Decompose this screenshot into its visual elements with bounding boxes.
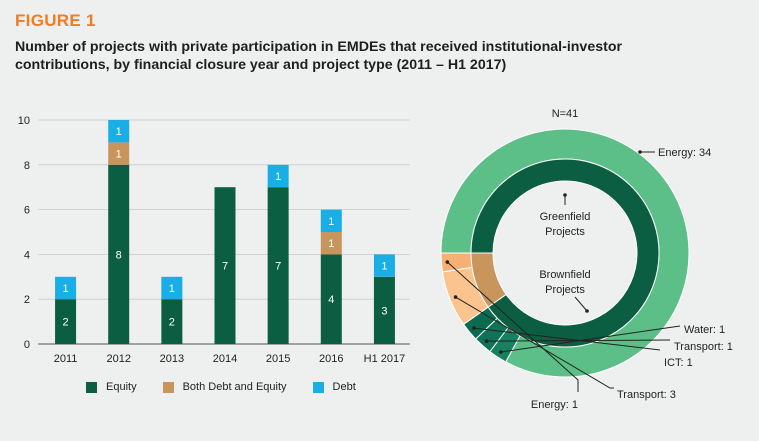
- greenfield-label-line-1: Greenfield: [540, 211, 591, 223]
- bar-both-2016: [320, 232, 342, 255]
- callout-label-energy-34: Energy: 34: [658, 147, 711, 159]
- x-tick-label: H1 2017: [364, 353, 406, 365]
- legend-label-equity: Equity: [106, 381, 137, 393]
- bar-value-label: 8: [116, 249, 122, 261]
- bar-equity-H1-2017: [373, 276, 395, 344]
- y-tick-label: 2: [24, 294, 30, 306]
- callout-dot-transport-3: [453, 295, 458, 299]
- callout-label-transport-3: Transport: 3: [617, 389, 676, 401]
- bar-chart-legend: Equity Both Debt and Equity Debt: [86, 381, 382, 393]
- legend-item-both: Both Debt and Equity: [162, 381, 287, 393]
- y-tick-label: 4: [24, 249, 30, 261]
- bar-equity-2016: [320, 254, 342, 344]
- bar-value-label: 1: [275, 171, 281, 183]
- figure-label: FIGURE 1: [15, 11, 96, 30]
- greenfield-label-line-2: Projects: [545, 226, 585, 238]
- legend-swatch-both: [162, 381, 174, 393]
- bar-value-label: 1: [381, 261, 387, 273]
- callout-dot-transport-1: [484, 339, 489, 343]
- callout-line-energy-1: [447, 261, 579, 392]
- legend-item-debt: Debt: [312, 381, 356, 393]
- bar-value-label: 1: [328, 216, 334, 228]
- x-tick-label: 2015: [266, 353, 290, 365]
- callout-label-energy-1: Energy: 1: [531, 399, 578, 411]
- x-tick-label: 2012: [106, 353, 130, 365]
- bar-debt-2012: [108, 120, 130, 143]
- bar-value-label: 3: [381, 305, 387, 317]
- legend-label-both: Both Debt and Equity: [182, 381, 287, 393]
- bar-value-label: 4: [328, 294, 334, 306]
- bar-value-label: 2: [63, 317, 69, 329]
- bar-equity-2011: [55, 299, 77, 344]
- x-tick-label: 2011: [54, 353, 78, 365]
- bar-debt-2013: [161, 276, 183, 300]
- callout-label-ict-1: ICT: 1: [664, 357, 693, 369]
- donut-inner-slice-greenfield: [470, 158, 660, 348]
- bar-equity-2013: [161, 299, 183, 344]
- donut-total-label: N=41: [552, 108, 579, 120]
- legend-swatch-debt: [312, 381, 324, 393]
- brownfield-pointer-line: [574, 296, 588, 312]
- legend-label-debt: Debt: [332, 381, 356, 393]
- figure-title: Number of projects with private particip…: [15, 38, 735, 74]
- bar-value-label: 1: [169, 283, 175, 295]
- brownfield-label-line-1: Brownfield: [539, 269, 590, 281]
- y-tick-label: 8: [24, 160, 30, 172]
- bar-value-label: 1: [328, 238, 334, 250]
- callout-dot-ict-1: [472, 326, 476, 330]
- callout-line-ict-1: [473, 327, 661, 351]
- bar-debt-H1-2017: [373, 254, 395, 277]
- callout-dot-energy-1: [445, 260, 450, 264]
- bar-debt-2015: [267, 164, 289, 188]
- callout-label-water-1: Water: 1: [684, 324, 725, 336]
- greenfield-pointer-dot: [563, 193, 567, 197]
- bar-value-label: 1: [116, 149, 122, 161]
- figure-title-line-1: Number of projects with private particip…: [15, 39, 623, 55]
- bar-value-label: 2: [169, 317, 175, 329]
- bar-equity-2015: [267, 187, 289, 344]
- y-tick-label: 10: [18, 115, 30, 127]
- figure-title-line-2: contributions, by financial closure year…: [15, 57, 507, 73]
- callout-dot-water-1: [499, 350, 503, 354]
- bar-debt-2016: [320, 209, 342, 232]
- callout-dot-energy-34: [638, 150, 642, 154]
- x-tick-label: 2014: [213, 353, 237, 365]
- legend-item-equity: Equity: [86, 381, 137, 393]
- bar-value-label: 7: [275, 261, 281, 273]
- bar-value-label: 1: [63, 283, 69, 295]
- y-tick-label: 0: [24, 339, 30, 351]
- bar-value-label: 7: [222, 261, 228, 273]
- callout-line-water-1: [500, 325, 681, 353]
- x-tick-label: 2013: [160, 353, 184, 365]
- x-tick-label: 2016: [319, 353, 343, 365]
- brownfield-pointer-dot: [585, 309, 589, 313]
- legend-swatch-equity: [86, 381, 97, 393]
- bar-both-2012: [108, 142, 130, 165]
- brownfield-label-line-2: Projects: [545, 284, 585, 296]
- bar-equity-2014: [214, 187, 236, 344]
- bar-debt-2011: [55, 276, 77, 300]
- y-tick-label: 6: [24, 205, 30, 217]
- callout-line-transport-3: [455, 296, 614, 389]
- bar-equity-2012: [108, 164, 130, 344]
- bar-value-label: 1: [116, 126, 122, 138]
- callout-label-transport-1: Transport: 1: [674, 341, 733, 353]
